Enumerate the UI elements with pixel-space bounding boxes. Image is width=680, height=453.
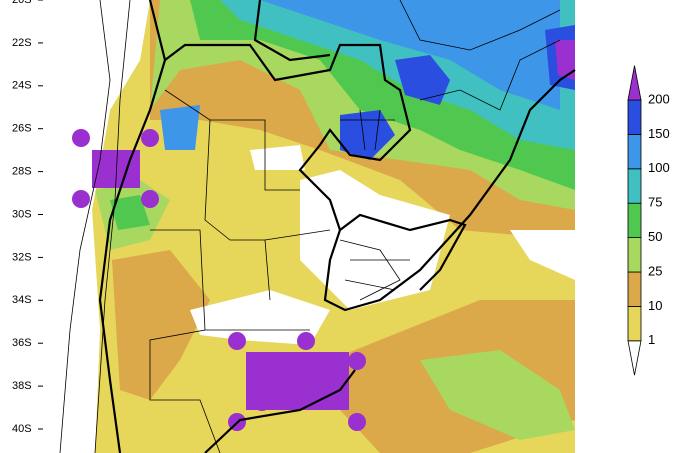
lat-label: 40S — [12, 423, 32, 435]
precip-150-200 — [395, 55, 450, 105]
lat-label-bg — [10, 78, 38, 93]
lat-label-bg — [10, 164, 38, 179]
no-precip — [190, 290, 330, 345]
legend-swatch — [627, 237, 642, 273]
precip-100-150 — [160, 105, 200, 150]
precip-100-150 — [260, 0, 560, 110]
lat-label: 20S — [12, 0, 32, 6]
lat-label: 36S — [12, 337, 32, 349]
legend-label: 150 — [648, 126, 670, 141]
legend-label: 75 — [648, 195, 662, 210]
lat-label-bg — [10, 0, 38, 7]
lat-label: 22S — [12, 37, 32, 49]
legend-swatch — [627, 305, 642, 342]
legend-swatch — [627, 99, 642, 135]
precip-50-75 — [110, 195, 150, 230]
legend-triangle — [627, 340, 642, 376]
legend-label: 25 — [648, 263, 662, 278]
lat-label: 38S — [12, 380, 32, 392]
legend: 1 10 25 50 75 100 150 200 — [627, 65, 670, 376]
precip-10-25 — [112, 250, 210, 400]
precip-150-200 — [340, 110, 395, 160]
lat-label-bg — [10, 293, 38, 308]
precip-25-50 — [420, 350, 575, 440]
legend-label: 100 — [648, 160, 670, 175]
lat-label-bg — [10, 336, 38, 351]
legend-triangle — [627, 65, 642, 101]
legend-label: 50 — [648, 229, 662, 244]
latitude-labels: 20S 22S 24S 26S 28S 30S 32S 34S 36S 38S 40S — [10, 0, 43, 436]
lat-label-bg — [10, 422, 38, 436]
legend-swatch — [627, 133, 642, 170]
station-markers — [72, 129, 366, 431]
map — [59, 0, 576, 453]
lat-label-bg — [10, 379, 38, 394]
lat-label-bg — [10, 207, 38, 222]
no-precip — [250, 145, 305, 170]
legend-label: 200 — [648, 91, 670, 106]
borders — [59, 0, 576, 453]
lat-label: 32S — [12, 251, 32, 263]
legend-swatch — [627, 202, 642, 238]
lat-label: 30S — [12, 208, 32, 220]
precip-above-200 — [555, 40, 575, 80]
legend-swatch — [627, 168, 642, 204]
legend-swatch — [627, 271, 642, 307]
legend-label: 10 — [648, 298, 662, 313]
lat-label-bg — [10, 121, 38, 136]
lat-label: 24S — [12, 80, 32, 92]
lat-label-bg — [10, 35, 38, 50]
lat-label-bg — [10, 250, 38, 265]
legend-label: 1 — [648, 332, 655, 347]
lat-label: 26S — [12, 123, 32, 135]
lat-label: 28S — [12, 166, 32, 178]
lat-label: 34S — [12, 294, 32, 306]
no-precip — [510, 230, 575, 280]
